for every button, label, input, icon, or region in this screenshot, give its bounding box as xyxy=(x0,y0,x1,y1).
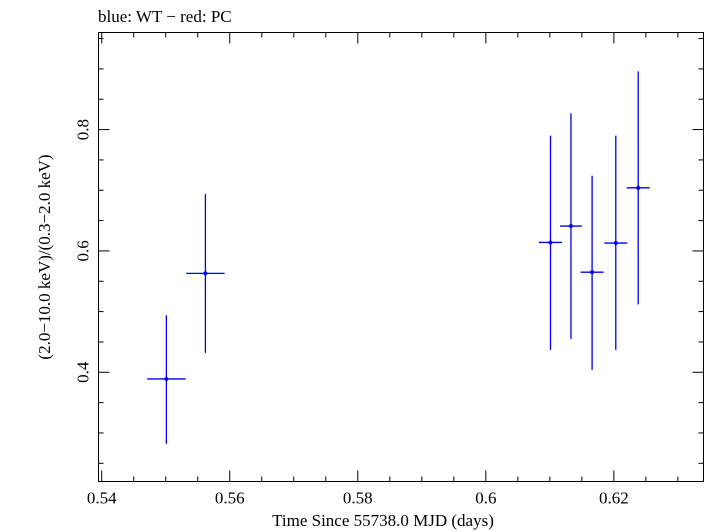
data-point xyxy=(147,315,186,444)
x-tick-label: 0.56 xyxy=(215,489,245,508)
axis-ticks xyxy=(98,32,704,482)
data-points xyxy=(147,71,650,444)
data-marker xyxy=(203,271,208,276)
data-marker xyxy=(636,185,641,190)
x-tick-label: 0.54 xyxy=(87,489,117,508)
data-marker xyxy=(548,240,553,245)
data-marker xyxy=(164,376,169,381)
data-marker xyxy=(590,270,595,275)
chart-title: blue: WT − red: PC xyxy=(98,7,232,26)
tick-labels: 0.54 0.56 0.58 0.6 0.62 0.4 0.6 0.8 xyxy=(74,119,629,508)
y-axis-label: (2.0−10.0 keV)/(0.3−2.0 keV) xyxy=(35,154,54,359)
x-tick-label: 0.6 xyxy=(475,489,496,508)
data-point xyxy=(580,175,604,370)
data-marker xyxy=(568,224,573,229)
x-tick-label: 0.62 xyxy=(599,489,629,508)
data-marker xyxy=(613,241,618,246)
y-tick-label: 0.4 xyxy=(74,361,93,383)
x-axis-label: Time Since 55738.0 MJD (days) xyxy=(272,511,494,530)
y-tick-label: 0.6 xyxy=(74,240,93,261)
data-point xyxy=(538,135,563,350)
plot-frame xyxy=(98,32,704,482)
data-point xyxy=(186,193,225,353)
data-point xyxy=(604,135,628,350)
x-tick-label: 0.58 xyxy=(343,489,373,508)
y-tick-label: 0.8 xyxy=(74,119,93,140)
data-point xyxy=(560,113,582,339)
data-point xyxy=(626,71,650,305)
